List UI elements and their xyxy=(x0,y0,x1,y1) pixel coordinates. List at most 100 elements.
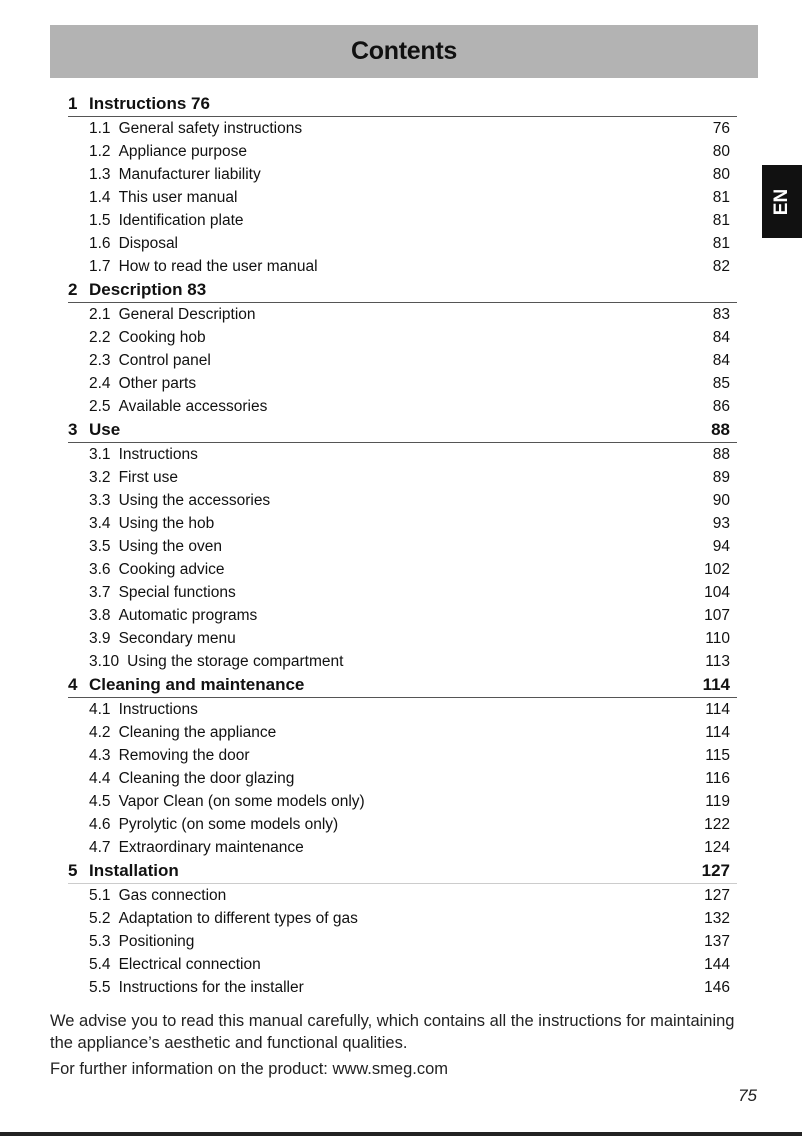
toc-entry[interactable]: 4.2 Cleaning the appliance 114 xyxy=(68,721,737,744)
section-page: 88 xyxy=(711,420,730,439)
toc-entry[interactable]: 4.5 Vapor Clean (on some models only) 119 xyxy=(68,790,737,813)
page-number: 75 xyxy=(738,1086,757,1105)
toc-entry[interactable]: 5.1 Gas connection 127 xyxy=(68,884,737,907)
entry-page: 88 xyxy=(712,445,730,463)
toc-entry[interactable]: 4.6 Pyrolytic (on some models only) 122 xyxy=(68,813,737,836)
page-title: Contents xyxy=(351,37,457,65)
entry-page: 82 xyxy=(712,257,730,275)
entry-page: 110 xyxy=(705,629,730,647)
toc-entry[interactable]: 1.1 General safety instructions 76 xyxy=(68,117,737,140)
entry-number: 1.1 xyxy=(89,119,111,137)
toc-entry[interactable]: 3.5 Using the oven 94 xyxy=(68,535,737,558)
toc-entry[interactable]: 2.2 Cooking hob 84 xyxy=(68,326,737,349)
entry-page: 81 xyxy=(712,234,730,252)
entry-number: 3.8 xyxy=(89,606,111,624)
toc-entry[interactable]: 5.5 Instructions for the installer 146 xyxy=(68,976,737,999)
entry-number: 2.2 xyxy=(89,328,111,346)
entry-page: 144 xyxy=(704,955,730,973)
entry-page: 107 xyxy=(704,606,730,624)
section-page: 114 xyxy=(702,675,730,694)
section-title: Instructions 76 xyxy=(89,94,210,113)
section-page: 127 xyxy=(701,861,730,880)
entry-page: 124 xyxy=(704,838,730,856)
entry-number: 4.5 xyxy=(89,792,111,810)
entry-page: 127 xyxy=(704,886,730,904)
toc-entry[interactable]: 3.4 Using the hob 93 xyxy=(68,512,737,535)
entry-title: Gas connection xyxy=(118,886,227,904)
toc-entry[interactable]: 2.1 General Description 83 xyxy=(68,303,737,326)
entry-number: 1.2 xyxy=(89,142,111,160)
section-heading[interactable]: 3 Use 88 xyxy=(68,418,737,443)
entry-number: 2.5 xyxy=(89,397,111,415)
toc-entry[interactable]: 1.6 Disposal 81 xyxy=(68,232,737,255)
toc-entry[interactable]: 5.2 Adaptation to different types of gas 1… xyxy=(68,907,737,930)
toc-entry[interactable]: 3.2 First use 89 xyxy=(68,466,737,489)
toc-entry[interactable]: 1.2 Appliance purpose 80 xyxy=(68,140,737,163)
entry-title: Instructions xyxy=(118,445,198,463)
toc-entry[interactable]: 1.3 Manufacturer liability 80 xyxy=(68,163,737,186)
entry-page: 122 xyxy=(704,815,730,833)
entry-page: 137 xyxy=(704,932,730,950)
entry-page: 119 xyxy=(705,792,730,810)
entry-title: Cooking hob xyxy=(118,328,206,346)
toc-entry[interactable]: 3.7 Special functions 104 xyxy=(68,581,737,604)
entry-title: Automatic programs xyxy=(118,606,258,624)
section-number: 1 xyxy=(68,94,78,113)
entry-page: 80 xyxy=(712,165,730,183)
section-heading[interactable]: 1 Instructions 76 xyxy=(68,92,737,117)
toc-entry[interactable]: 2.4 Other parts 85 xyxy=(68,372,737,395)
entry-title: Disposal xyxy=(118,234,179,252)
section-heading[interactable]: 2 Description 83 xyxy=(68,278,737,303)
toc-entry[interactable]: 1.5 Identification plate 81 xyxy=(68,209,737,232)
entry-title: Adaptation to different types of gas xyxy=(118,909,358,927)
toc-entry[interactable]: 4.1 Instructions 114 xyxy=(68,698,737,721)
entry-page: 81 xyxy=(712,188,730,206)
entry-title: Positioning xyxy=(118,932,195,950)
section-number: 2 xyxy=(68,280,78,299)
advice-paragraph: We advise you to read this manual carefu… xyxy=(50,1012,735,1052)
entry-page: 93 xyxy=(712,514,730,532)
more-info-paragraph: For further information on the product: … xyxy=(50,1060,448,1078)
entry-title: Extraordinary maintenance xyxy=(118,838,304,856)
entry-title: Instructions for the installer xyxy=(118,978,304,996)
toc-entry[interactable]: 3.8 Automatic programs 107 xyxy=(68,604,737,627)
toc-entry[interactable]: 3.9 Secondary menu 110 xyxy=(68,627,737,650)
entry-number: 5.1 xyxy=(89,886,111,904)
toc-entry[interactable]: 3.1 Instructions 88 xyxy=(68,443,737,466)
entry-number: 5.2 xyxy=(89,909,111,927)
entry-number: 4.3 xyxy=(89,746,111,764)
entry-number: 1.5 xyxy=(89,211,111,229)
entry-title: Using the hob xyxy=(118,514,215,532)
entry-number: 1.7 xyxy=(89,257,111,275)
entry-number: 5.4 xyxy=(89,955,111,973)
entry-title: Appliance purpose xyxy=(118,142,247,160)
entry-number: 4.6 xyxy=(89,815,111,833)
toc-entry[interactable]: 1.7 How to read the user manual 82 xyxy=(68,255,737,278)
toc-entry[interactable]: 2.5 Available accessories 86 xyxy=(68,395,737,418)
toc-entry[interactable]: 3.6 Cooking advice 102 xyxy=(68,558,737,581)
entry-number: 2.4 xyxy=(89,374,111,392)
entry-page: 76 xyxy=(712,119,730,137)
entry-number: 4.2 xyxy=(89,723,111,741)
entry-title: Instructions xyxy=(118,700,198,718)
toc-entry[interactable]: 3.10 Using the storage compartment 113 xyxy=(68,650,737,673)
entry-title: Using the accessories xyxy=(118,491,271,509)
entry-number: 5.3 xyxy=(89,932,111,950)
section-heading[interactable]: 4 Cleaning and maintenance 114 xyxy=(68,673,737,698)
entry-number: 3.3 xyxy=(89,491,111,509)
toc-entry[interactable]: 5.4 Electrical connection 144 xyxy=(68,953,737,976)
toc-entry[interactable]: 4.3 Removing the door 115 xyxy=(68,744,737,767)
entry-page: 80 xyxy=(712,142,730,160)
toc-entry[interactable]: 2.3 Control panel 84 xyxy=(68,349,737,372)
toc-entry[interactable]: 4.7 Extraordinary maintenance 124 xyxy=(68,836,737,859)
entry-page: 89 xyxy=(712,468,730,486)
section-heading[interactable]: 5 Installation 127 xyxy=(68,859,737,884)
toc-entry[interactable]: 5.3 Positioning 137 xyxy=(68,930,737,953)
toc-entry[interactable]: 1.4 This user manual 81 xyxy=(68,186,737,209)
toc-entry[interactable]: 4.4 Cleaning the door glazing 116 xyxy=(68,767,737,790)
entry-title: Cleaning the door glazing xyxy=(118,769,295,787)
entry-page: 85 xyxy=(712,374,730,392)
entry-page: 116 xyxy=(705,769,730,787)
toc-entry[interactable]: 3.3 Using the accessories 90 xyxy=(68,489,737,512)
entry-title: How to read the user manual xyxy=(118,257,318,275)
